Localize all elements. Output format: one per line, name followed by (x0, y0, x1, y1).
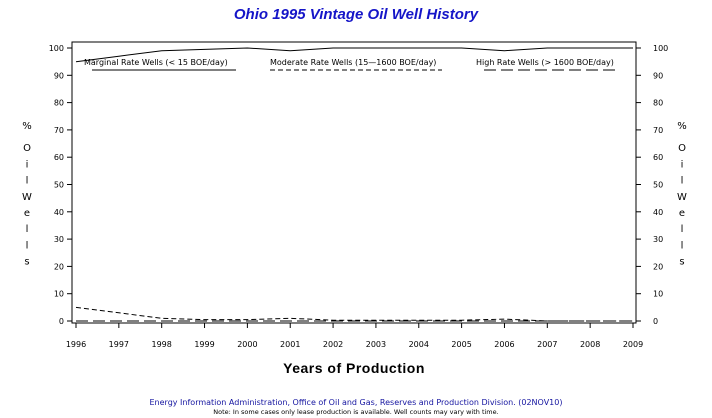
x-tick-label: 2003 (366, 340, 386, 349)
series-line-2 (75, 306, 633, 322)
y-tick-label-left: 10 (54, 290, 64, 299)
y-axis-left: 0 10 20 30 40 50 60 70 80 90 100 (49, 44, 72, 326)
y-tick-label-right: 100 (653, 44, 668, 53)
y-tick-label-right: 10 (653, 290, 663, 299)
y-axis-label-char: l (26, 240, 29, 251)
y-axis-label-char: l (681, 224, 684, 235)
x-tick-label: 2006 (494, 340, 514, 349)
y-tick-label-right: 50 (653, 181, 663, 190)
x-tick-label: 2002 (323, 340, 343, 349)
series-line-1 (75, 47, 633, 63)
y-axis-label-char: i (26, 159, 29, 170)
y-axis-label-char: % (677, 121, 687, 132)
y-axis-label-char: W (677, 192, 687, 203)
y-tick-label-right: 30 (653, 235, 663, 244)
y-tick-label-right: 80 (653, 99, 663, 108)
y-axis-label-char: s (679, 257, 684, 268)
series-lines (75, 47, 633, 322)
x-tick-label: 2008 (580, 340, 600, 349)
y-axis-label-char: l (681, 176, 684, 187)
y-axis-label-char: s (24, 257, 29, 268)
y-tick-label-left: 0 (59, 317, 64, 326)
x-tick-label: 2005 (451, 340, 471, 349)
plot-frame (71, 41, 637, 324)
x-tick-label: 1996 (66, 340, 86, 349)
chart-title: Ohio 1995 Vintage Oil Well History (234, 6, 479, 23)
x-tick-label: 2001 (280, 340, 300, 349)
y-axis-label-char: i (681, 159, 684, 170)
y-tick-label-left: 50 (54, 181, 64, 190)
footer-source: Energy Information Administration, Offic… (150, 398, 563, 407)
x-tick-label: 2007 (537, 340, 557, 349)
y-tick-label-right: 90 (653, 71, 663, 80)
x-tick-label: 1998 (152, 340, 172, 349)
legend-label-3: High Rate Wells (> 1600 BOE/day) (476, 58, 614, 67)
y-tick-label-left: 70 (54, 126, 64, 135)
y-axis-label-char: e (24, 208, 30, 219)
y-tick-label-left: 90 (54, 71, 64, 80)
y-axis-label-char: l (26, 224, 29, 235)
y-axis-label-char: W (22, 192, 32, 203)
legend-label-2: Moderate Rate Wells (15—1600 BOE/day) (270, 58, 436, 67)
x-tick-label: 2009 (623, 340, 643, 349)
y-tick-label-right: 70 (653, 126, 663, 135)
y-tick-label-left: 30 (54, 235, 64, 244)
y-tick-label-left: 80 (54, 99, 64, 108)
x-tick-label: 2000 (237, 340, 257, 349)
y-axis-right: 0 10 20 30 40 50 60 70 80 90 100 (636, 44, 668, 326)
x-axis-label: Years of Production (283, 360, 425, 376)
legend: Marginal Rate Wells (< 15 BOE/day) Modera… (84, 58, 620, 71)
y-tick-label-right: 40 (653, 208, 663, 217)
y-tick-label-right: 20 (653, 262, 663, 271)
y-tick-label-left: 100 (49, 44, 64, 53)
y-axis-label-char: O (23, 143, 31, 154)
x-tick-label: 1999 (194, 340, 214, 349)
y-axis-label-char: l (26, 176, 29, 187)
y-axis-label-char: O (678, 143, 686, 154)
y-tick-label-left: 40 (54, 208, 64, 217)
y-tick-label-left: 20 (54, 262, 64, 271)
y-tick-label-right: 0 (653, 317, 658, 326)
y-tick-label-left: 60 (54, 153, 64, 162)
y-tick-label-right: 60 (653, 153, 663, 162)
y-axis-label-char: l (681, 240, 684, 251)
legend-label-1: Marginal Rate Wells (< 15 BOE/day) (84, 58, 228, 67)
x-axis: 1996 1997 1998 1999 2000 2001 2002 2003 2004 2005… (66, 323, 643, 349)
x-tick-label: 1997 (109, 340, 129, 349)
footer-note: Note: In some cases only lease productio… (213, 408, 498, 416)
y-axis-label-char: % (22, 121, 32, 132)
x-tick-label: 2004 (409, 340, 429, 349)
y-axis-label-char: e (679, 208, 685, 219)
